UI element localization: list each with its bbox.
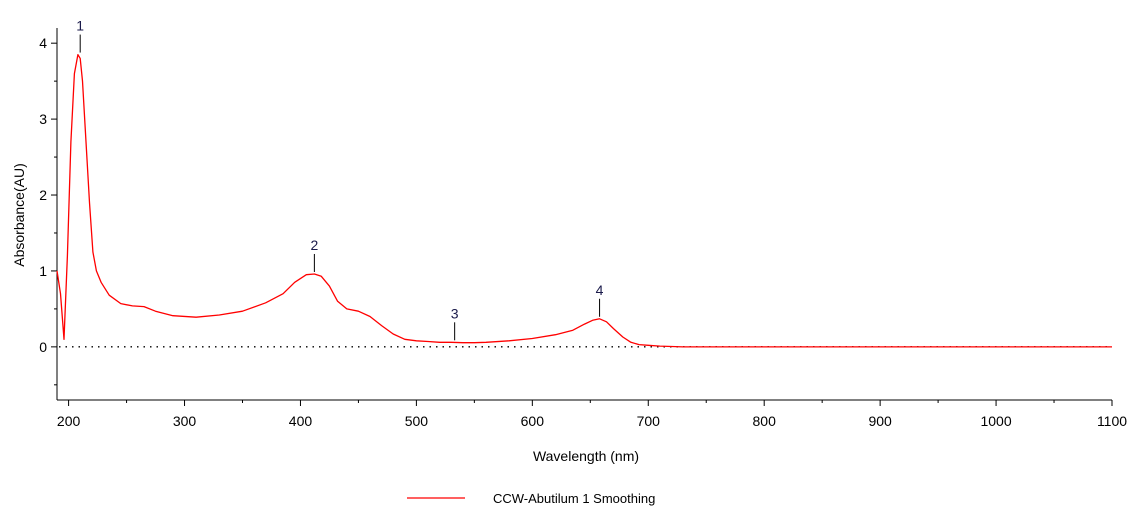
y-tick-label: 1 <box>39 263 47 279</box>
peak-label: 2 <box>310 237 318 253</box>
x-tick-label: 600 <box>521 413 545 429</box>
axes: 200 300 400 500 600 700 800 900 1000 1100 0 1 2 3 4 <box>39 28 1127 429</box>
legend-label: CCW-Abutilum 1 Smoothing <box>493 491 655 506</box>
y-tick-label: 0 <box>39 339 47 355</box>
x-tick-label: 300 <box>173 413 197 429</box>
peak-label: 4 <box>596 282 604 298</box>
x-tick-label: 800 <box>753 413 777 429</box>
y-axis-title: Absorbance(AU) <box>11 163 27 267</box>
y-tick-label: 2 <box>39 187 47 203</box>
x-axis-title: Wavelength (nm) <box>533 448 639 464</box>
x-tick-label: 1000 <box>980 413 1011 429</box>
legend: CCW-Abutilum 1 Smoothing <box>407 491 655 506</box>
series-line <box>56 53 1112 348</box>
y-tick-label: 3 <box>39 111 47 127</box>
y-tick-label: 4 <box>39 35 47 51</box>
x-tick-label: 400 <box>289 413 313 429</box>
x-tick-label: 500 <box>405 413 429 429</box>
x-tick-label: 1100 <box>1097 413 1127 429</box>
x-tick-label: 200 <box>57 413 81 429</box>
peak-label: 1 <box>76 18 84 34</box>
x-tick-label: 700 <box>637 413 661 429</box>
peak-label: 3 <box>451 305 459 321</box>
series-layer <box>56 53 1112 348</box>
peak-markers: 1 2 3 4 <box>76 18 604 341</box>
x-tick-label: 900 <box>868 413 892 429</box>
